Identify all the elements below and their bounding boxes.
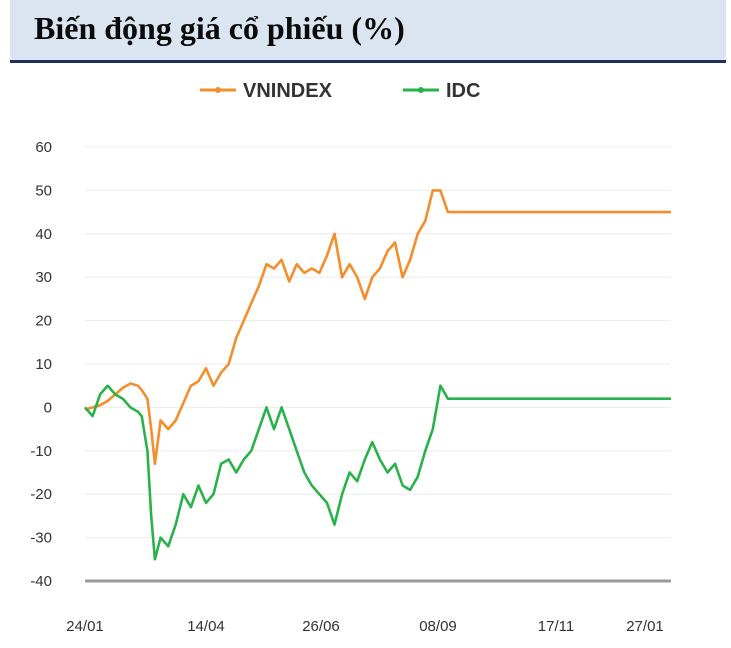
x-tick-label: 24/01 xyxy=(66,618,104,635)
y-tick-label: 50 xyxy=(35,182,52,199)
x-tick-label: 27/01 xyxy=(626,618,664,635)
legend-marker-idc xyxy=(418,87,424,93)
y-tick-label: 30 xyxy=(35,269,52,286)
legend-marker-vnindex xyxy=(215,87,221,93)
legend-label-idc: IDC xyxy=(446,80,480,102)
header-underline xyxy=(10,60,726,63)
x-tick-label: 17/11 xyxy=(538,618,574,635)
chart-title: Biến động giá cổ phiếu (%) xyxy=(34,10,405,46)
x-tick-label: 14/04 xyxy=(187,618,225,635)
chart-header-band: Biến động giá cổ phiếu (%) xyxy=(10,0,726,60)
stock-price-chart: VNINDEX IDC 60 50 40 30 20 10 0 -10 -20 -30 -40 24… xyxy=(30,80,671,635)
x-axis-ticks: 24/01 14/04 26/06 08/09 17/11 27/01 xyxy=(66,618,664,635)
y-tick-label: 60 xyxy=(35,139,52,156)
legend: VNINDEX IDC xyxy=(200,80,480,102)
series-lines xyxy=(84,189,671,561)
x-tick-label: 26/06 xyxy=(302,618,340,635)
y-axis-ticks: 60 50 40 30 20 10 0 -10 -20 -30 -40 xyxy=(30,139,52,590)
gridlines xyxy=(85,146,671,583)
y-tick-label: 20 xyxy=(35,313,52,330)
x-tick-label: 08/09 xyxy=(419,618,457,635)
series-line-idc xyxy=(84,384,671,561)
legend-item-idc: IDC xyxy=(403,80,480,102)
y-tick-label: 10 xyxy=(35,356,52,373)
legend-label-vnindex: VNINDEX xyxy=(243,80,333,102)
y-tick-label: -30 xyxy=(30,530,52,547)
y-tick-label: -40 xyxy=(30,573,52,590)
y-tick-label: -20 xyxy=(30,486,52,503)
legend-item-vnindex: VNINDEX xyxy=(200,80,333,102)
y-tick-label: 40 xyxy=(35,226,52,243)
series-line-vnindex xyxy=(84,189,671,466)
y-tick-label: 0 xyxy=(44,399,52,416)
y-tick-label: -10 xyxy=(30,443,52,460)
